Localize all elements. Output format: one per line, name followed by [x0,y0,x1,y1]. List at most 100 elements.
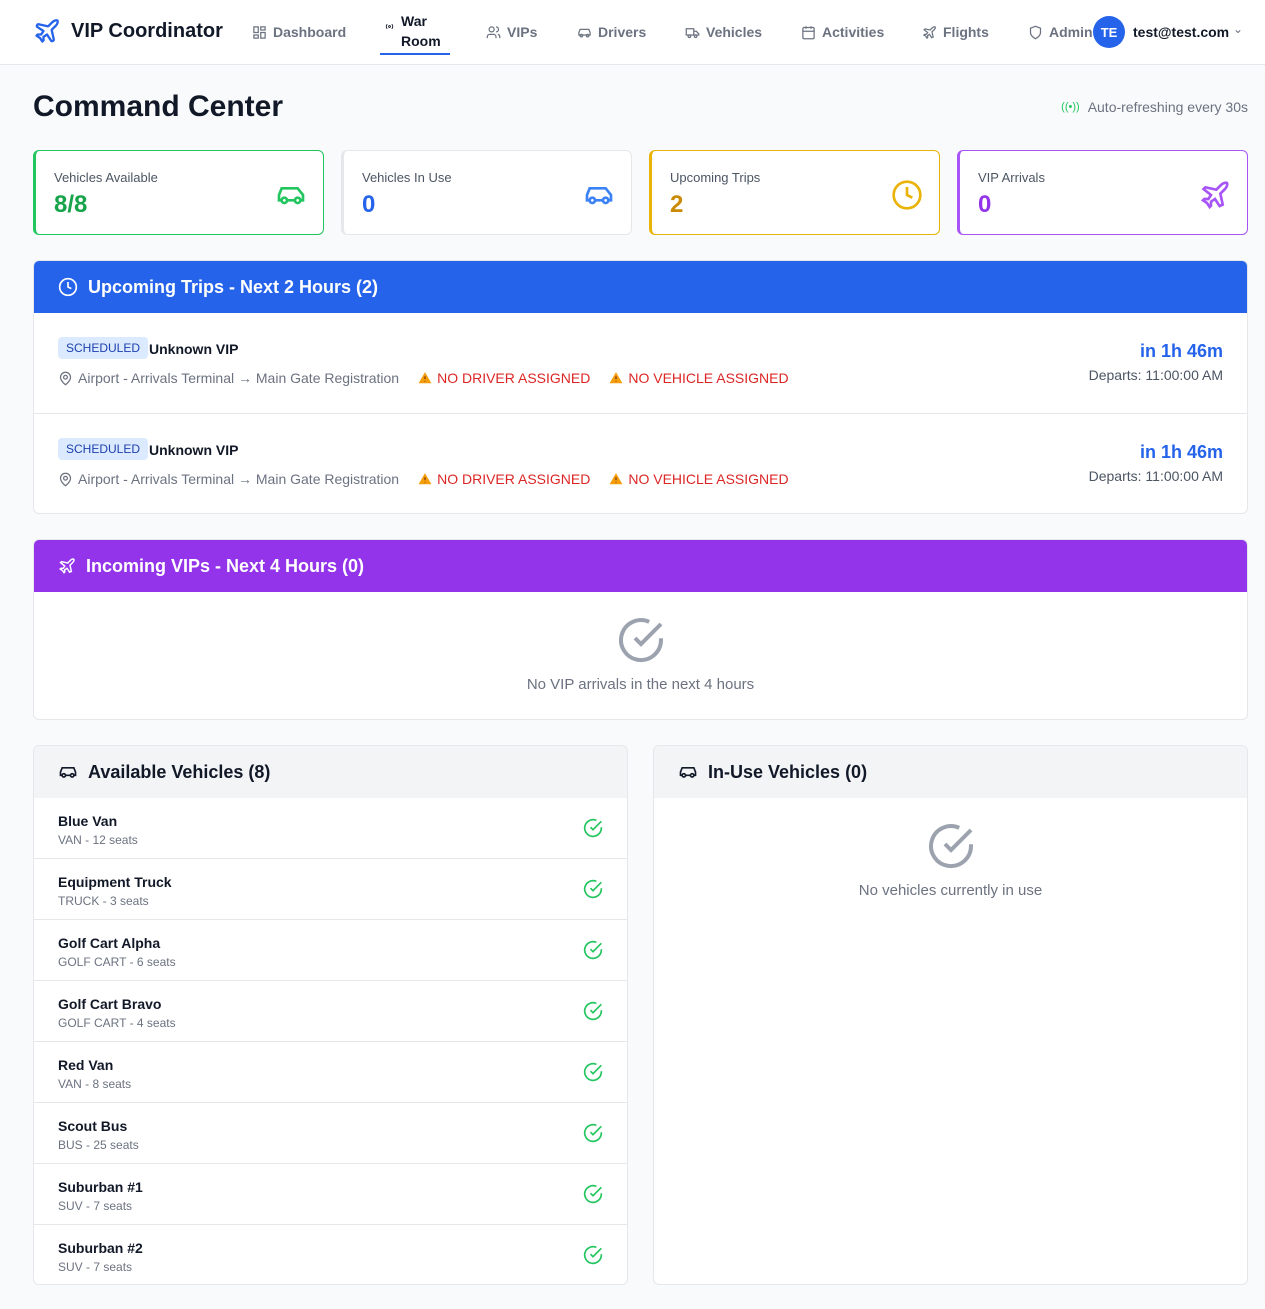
dashboard-icon [253,25,266,39]
clock-icon [892,180,922,210]
check-circle-icon [583,1062,603,1082]
vehicle-details: TRUCK - 3 seats [58,894,149,908]
trip-departs: Departs: 11:00:00 AM [1088,367,1223,383]
vehicle-details: GOLF CART - 4 seats [58,1016,176,1030]
plane-icon [59,558,75,574]
app-title: VIP Coordinator [71,19,223,42]
panel-header: Incoming VIPs - Next 4 Hours (0) [34,540,1247,592]
trip-route: Airport - Arrivals Terminal → Main Gate … [78,471,400,487]
trip-departs: Departs: 11:00:00 AM [1088,468,1223,484]
nav-vips[interactable]: VIPs [486,0,537,64]
app-logo[interactable]: VIP Coordinator [33,17,223,45]
status-badge: SCHEDULED [58,337,149,359]
car-icon [59,767,77,778]
no-driver-warning: NO DRIVER ASSIGNED [418,471,590,487]
vehicle-row[interactable]: Red Van VAN - 8 seats [34,1042,627,1103]
vehicle-row[interactable]: Golf Cart Alpha GOLF CART - 6 seats [34,920,627,981]
check-circle-icon [583,1123,603,1143]
map-pin-icon [59,472,72,487]
radio-icon [385,23,394,30]
check-circle-icon [618,618,663,662]
nav-dashboard[interactable]: Dashboard [252,0,346,64]
upcoming-trips-panel: Upcoming Trips - Next 2 Hours (2) SCHEDU… [33,260,1248,514]
vehicle-name: Golf Cart Alpha [58,935,161,951]
nav-vehicles[interactable]: Vehicles [685,0,762,64]
trip-eta: in 1h 46m [1139,442,1223,462]
warning-icon [609,372,623,384]
radio-icon: ((•)) [1061,101,1080,113]
nav-drivers[interactable]: Drivers [577,0,646,64]
users-icon [486,25,501,38]
vehicle-details: VAN - 8 seats [58,1077,132,1091]
stat-vehicles-in-use: Vehicles In Use 0 [341,150,632,235]
top-nav: VIP Coordinator Dashboard War Room VIPs … [0,0,1265,65]
trip-eta: in 1h 46m [1139,341,1223,361]
check-circle-icon [583,1245,603,1265]
nav-flights[interactable]: Flights [922,0,989,64]
nav-war-room[interactable]: War Room [380,0,450,55]
empty-message: No VIP arrivals in the next 4 hours [526,676,755,693]
vehicle-row[interactable]: Blue Van VAN - 12 seats [34,798,627,859]
check-circle-icon [583,940,603,960]
vehicle-name: Blue Van [58,813,118,829]
vehicle-name: Equipment Truck [58,874,172,890]
trip-row[interactable]: SCHEDULED Unknown VIP Airport - Arrivals… [34,313,1247,414]
status-badge: SCHEDULED [58,438,149,460]
no-driver-warning: NO DRIVER ASSIGNED [418,370,590,386]
chevron-down-icon[interactable]: ⌄ [1233,22,1244,36]
car-icon [277,187,305,205]
clock-icon [58,277,78,297]
vip-name: Unknown VIP [149,341,239,357]
check-circle-icon [583,879,603,899]
stat-vip-arrivals: VIP Arrivals 0 [957,150,1248,235]
vehicle-name: Suburban #1 [58,1179,143,1195]
check-circle-icon [583,1001,603,1021]
empty-message: No vehicles currently in use [858,882,1043,899]
stat-vehicles-available: Vehicles Available 8/8 [33,150,324,235]
avatar[interactable]: TE [1093,16,1125,48]
vehicle-details: GOLF CART - 6 seats [58,955,176,969]
in-use-vehicles-panel: In-Use Vehicles (0) No vehicles currentl… [653,745,1248,1285]
car-icon [679,767,697,778]
trip-route: Airport - Arrivals Terminal → Main Gate … [78,370,400,386]
available-vehicles-panel: Available Vehicles (8) Blue Van VAN - 12… [33,745,628,1285]
calendar-icon [802,25,815,39]
panel-header: In-Use Vehicles (0) [654,746,1247,798]
auto-refresh-status: ((•)) Auto-refreshing every 30s [1061,99,1248,115]
vip-name: Unknown VIP [149,442,239,458]
check-circle-icon [583,818,603,838]
incoming-vips-panel: Incoming VIPs - Next 4 Hours (0) No VIP … [33,539,1248,720]
warning-icon [418,473,432,485]
no-vehicle-warning: NO VEHICLE ASSIGNED [609,370,789,386]
warning-icon [609,473,623,485]
car-icon [585,187,613,205]
no-vehicle-warning: NO VEHICLE ASSIGNED [609,471,789,487]
check-circle-icon [583,1184,603,1204]
vehicle-row[interactable]: Equipment Truck TRUCK - 3 seats [34,859,627,920]
nav-admin[interactable]: Admin [1028,0,1093,64]
check-circle-icon [928,824,973,868]
vehicle-details: SUV - 7 seats [58,1260,133,1274]
plane-icon [1200,181,1229,210]
trip-row[interactable]: SCHEDULED Unknown VIP Airport - Arrivals… [34,414,1247,513]
vehicle-name: Golf Cart Bravo [58,996,162,1012]
panel-header: Upcoming Trips - Next 2 Hours (2) [34,261,1247,313]
user-email[interactable]: test@test.com [1133,24,1230,40]
vehicle-row[interactable]: Suburban #1 SUV - 7 seats [34,1164,627,1225]
vehicle-details: VAN - 12 seats [58,833,138,847]
vehicle-name: Suburban #2 [58,1240,143,1256]
warning-icon [418,372,432,384]
truck-icon [685,27,700,38]
map-pin-icon [59,371,72,386]
page-title: Command Center [33,90,284,123]
vehicle-row[interactable]: Suburban #2 SUV - 7 seats [34,1225,627,1284]
vehicle-name: Red Van [58,1057,114,1073]
plane-icon [35,19,59,43]
panel-header: Available Vehicles (8) [34,746,627,798]
nav-activities[interactable]: Activities [801,0,884,64]
plane-icon [922,25,936,39]
vehicle-row[interactable]: Scout Bus BUS - 25 seats [34,1103,627,1164]
vehicle-row[interactable]: Golf Cart Bravo GOLF CART - 4 seats [34,981,627,1042]
shield-icon [1029,25,1042,39]
vehicle-details: BUS - 25 seats [58,1138,139,1152]
